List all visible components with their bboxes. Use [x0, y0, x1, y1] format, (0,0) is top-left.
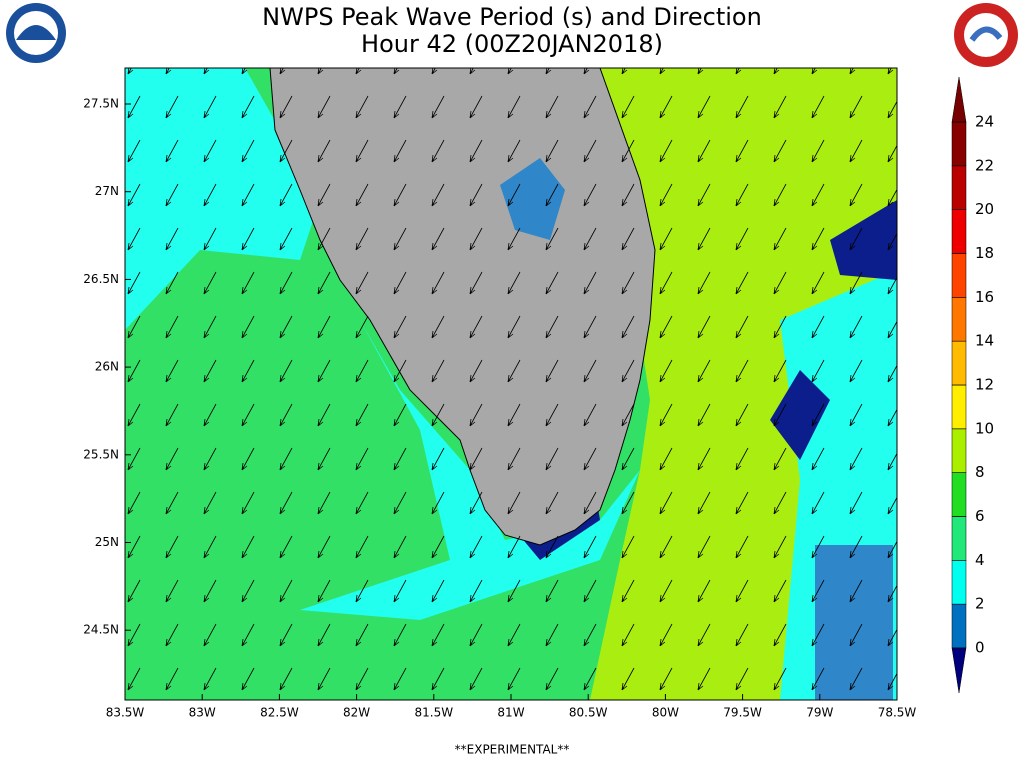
colorbar-band: [951, 603, 967, 649]
colorbar-label: 2: [975, 595, 985, 613]
colorbar-band: [951, 253, 967, 298]
colorbar-band: [951, 560, 967, 605]
colorbar-label: 14: [975, 332, 994, 350]
noaa-logo: [6, 3, 66, 63]
lon-label: 81.5W: [415, 706, 454, 720]
colorbar-band: [951, 297, 967, 342]
colorbar-label: 8: [975, 463, 985, 481]
colorbar-label: 10: [975, 419, 994, 437]
colorbar-label: 18: [975, 244, 994, 262]
lon-label: 80W: [652, 706, 679, 720]
lon-label: 83W: [189, 706, 216, 720]
colorbar-label: 6: [975, 507, 985, 525]
lat-label: 24.5N: [83, 623, 119, 637]
lon-label: 82.5W: [260, 706, 299, 720]
colorbar-label: 0: [975, 639, 985, 657]
colorbar-label: 4: [975, 551, 985, 569]
colorbar-label: 12: [975, 376, 994, 394]
colorbar-band: [951, 121, 967, 167]
lon-label: 80.5W: [569, 706, 608, 720]
lat-label: 26N: [95, 360, 119, 374]
colorbar-band: [951, 165, 967, 210]
lon-label: 82W: [343, 706, 370, 720]
lon-label: 79W: [806, 706, 833, 720]
lon-label: 79.5W: [723, 706, 762, 720]
colorbar-band: [951, 209, 967, 254]
lon-label: 78.5W: [878, 706, 917, 720]
lat-label: 25.5N: [83, 447, 119, 461]
colorbar-band: [951, 428, 967, 473]
title-line: NWPS Peak Wave Period (s) and Direction: [262, 3, 762, 31]
lon-label: 83.5W: [106, 706, 145, 720]
lon-label: 81W: [497, 706, 524, 720]
colorbar-band: [951, 516, 967, 561]
map: [125, 68, 897, 700]
footer: **EXPERIMENTAL**: [455, 743, 570, 757]
colorbar-label: 16: [975, 288, 994, 306]
colorbar-label: 24: [975, 113, 994, 131]
colorbar-band: [951, 384, 967, 430]
lat-label: 27N: [95, 184, 119, 198]
lat-label: 25N: [95, 535, 119, 549]
lat-label: 26.5N: [83, 272, 119, 286]
colorbar-band: [951, 472, 967, 517]
colorbar-band: [951, 340, 967, 386]
colorbar-label: 20: [975, 200, 994, 218]
title-line: Hour 42 (00Z20JAN2018): [361, 30, 663, 58]
colorbar-above: [951, 76, 967, 123]
nws-logo: [954, 3, 1018, 67]
colorbar-label: 22: [975, 156, 994, 174]
lat-label: 27.5N: [83, 97, 119, 111]
colorbar-below: [951, 647, 967, 694]
